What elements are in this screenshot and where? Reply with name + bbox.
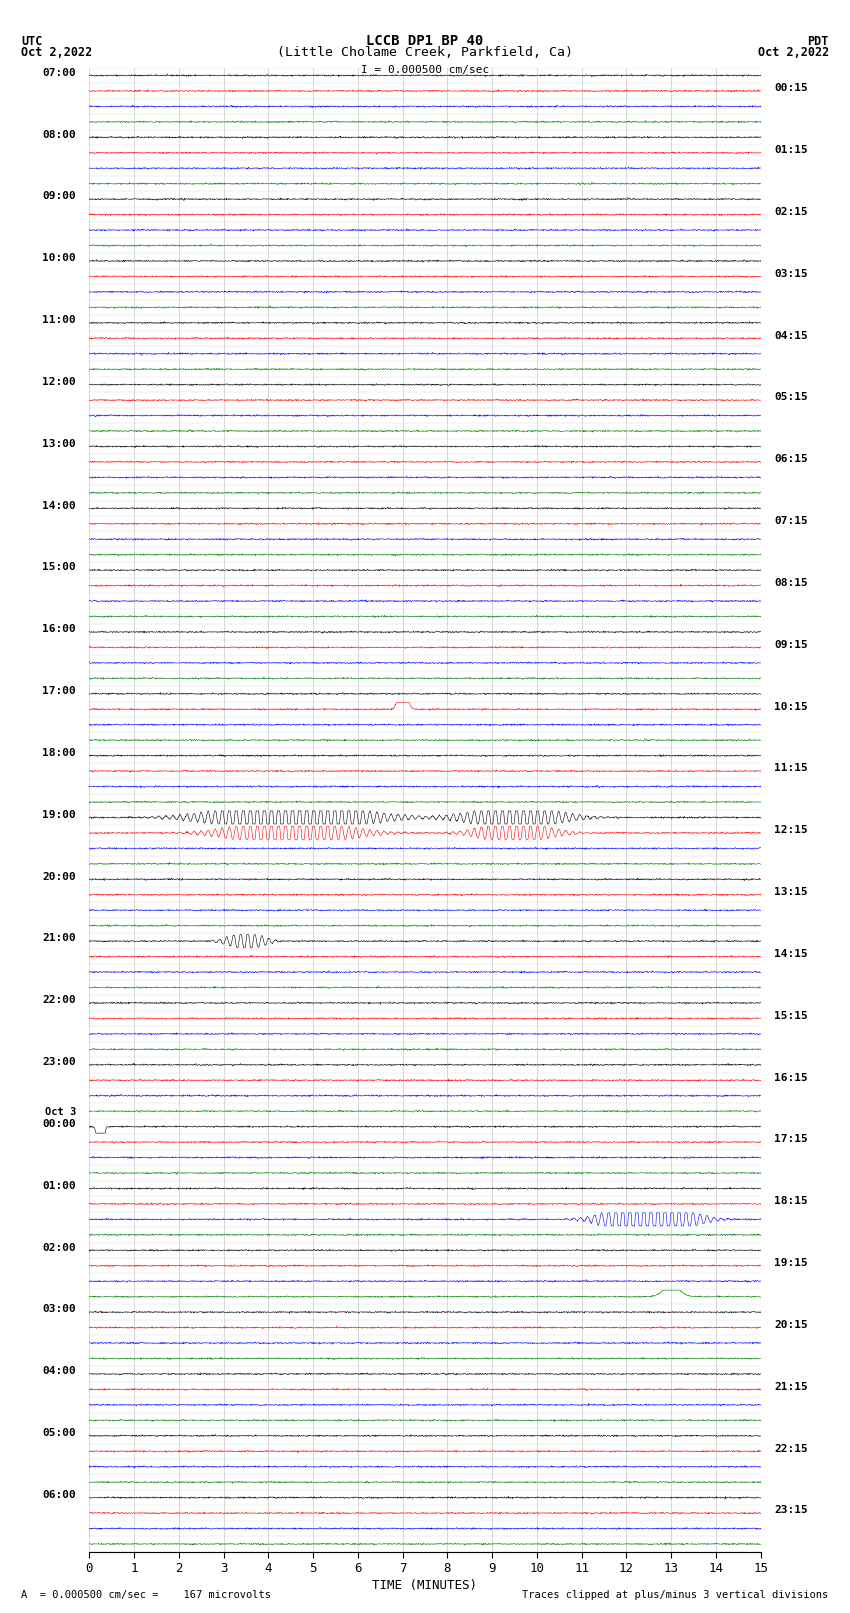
Text: 08:00: 08:00: [42, 129, 76, 140]
Text: 03:15: 03:15: [774, 269, 808, 279]
Text: 01:00: 01:00: [42, 1181, 76, 1190]
Text: 06:00: 06:00: [42, 1490, 76, 1500]
Text: 10:15: 10:15: [774, 702, 808, 711]
Text: PDT: PDT: [808, 34, 829, 47]
Text: 10:00: 10:00: [42, 253, 76, 263]
Text: 12:15: 12:15: [774, 826, 808, 836]
Text: LCCB DP1 BP 40: LCCB DP1 BP 40: [366, 34, 484, 47]
Text: Traces clipped at plus/minus 3 vertical divisions: Traces clipped at plus/minus 3 vertical …: [523, 1590, 829, 1600]
Text: 03:00: 03:00: [42, 1305, 76, 1315]
Text: 17:15: 17:15: [774, 1134, 808, 1144]
Text: 05:00: 05:00: [42, 1428, 76, 1439]
Text: (Little Cholame Creek, Parkfield, Ca): (Little Cholame Creek, Parkfield, Ca): [277, 45, 573, 58]
Text: Oct 2,2022: Oct 2,2022: [757, 45, 829, 58]
Text: 00:15: 00:15: [774, 84, 808, 94]
Text: 14:00: 14:00: [42, 500, 76, 511]
Text: 12:00: 12:00: [42, 377, 76, 387]
Text: UTC: UTC: [21, 34, 42, 47]
Text: 09:00: 09:00: [42, 192, 76, 202]
Text: 07:00: 07:00: [42, 68, 76, 77]
Text: 05:15: 05:15: [774, 392, 808, 402]
Text: 20:00: 20:00: [42, 871, 76, 882]
Text: 19:00: 19:00: [42, 810, 76, 819]
Text: 00:00: 00:00: [42, 1119, 76, 1129]
Text: 18:15: 18:15: [774, 1197, 808, 1207]
Text: 13:00: 13:00: [42, 439, 76, 448]
Text: 23:15: 23:15: [774, 1505, 808, 1515]
Text: 21:15: 21:15: [774, 1382, 808, 1392]
Text: 16:00: 16:00: [42, 624, 76, 634]
Text: 11:00: 11:00: [42, 315, 76, 326]
Text: 17:00: 17:00: [42, 686, 76, 697]
Text: 11:15: 11:15: [774, 763, 808, 773]
Text: 02:00: 02:00: [42, 1242, 76, 1253]
Text: Oct 2,2022: Oct 2,2022: [21, 45, 93, 58]
Text: 02:15: 02:15: [774, 206, 808, 216]
Text: 22:00: 22:00: [42, 995, 76, 1005]
Text: 22:15: 22:15: [774, 1444, 808, 1453]
Text: 15:00: 15:00: [42, 563, 76, 573]
Text: 09:15: 09:15: [774, 640, 808, 650]
Text: 20:15: 20:15: [774, 1319, 808, 1329]
X-axis label: TIME (MINUTES): TIME (MINUTES): [372, 1579, 478, 1592]
Text: 14:15: 14:15: [774, 948, 808, 958]
Text: 23:00: 23:00: [42, 1057, 76, 1068]
Text: 18:00: 18:00: [42, 748, 76, 758]
Text: Oct 3: Oct 3: [44, 1107, 76, 1116]
Text: 07:15: 07:15: [774, 516, 808, 526]
Text: 15:15: 15:15: [774, 1011, 808, 1021]
Text: 04:15: 04:15: [774, 331, 808, 340]
Text: 06:15: 06:15: [774, 455, 808, 465]
Text: 19:15: 19:15: [774, 1258, 808, 1268]
Text: 13:15: 13:15: [774, 887, 808, 897]
Text: 04:00: 04:00: [42, 1366, 76, 1376]
Text: 08:15: 08:15: [774, 577, 808, 587]
Text: 21:00: 21:00: [42, 934, 76, 944]
Text: I = 0.000500 cm/sec: I = 0.000500 cm/sec: [361, 65, 489, 74]
Text: A  = 0.000500 cm/sec =    167 microvolts: A = 0.000500 cm/sec = 167 microvolts: [21, 1590, 271, 1600]
Text: 16:15: 16:15: [774, 1073, 808, 1082]
Text: 01:15: 01:15: [774, 145, 808, 155]
